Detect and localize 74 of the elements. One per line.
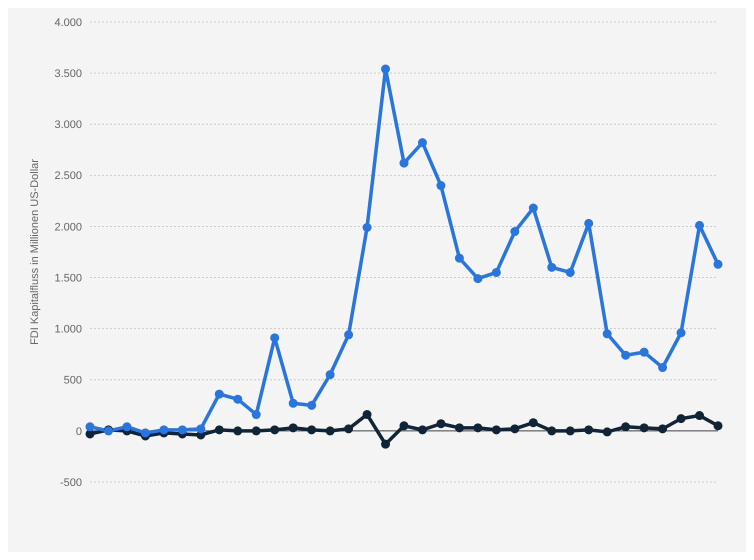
point: [344, 330, 354, 340]
point: [288, 423, 298, 432]
point: [418, 138, 427, 148]
point: [214, 390, 224, 399]
point: [640, 423, 649, 432]
point: [695, 411, 704, 420]
point: [307, 425, 316, 434]
y-tick-label: 2.500: [54, 170, 82, 182]
y-tick-label: 0: [76, 426, 82, 438]
y-tick-label: 500: [64, 374, 82, 387]
point: [196, 424, 206, 434]
point: [566, 268, 575, 277]
y-axis-title: FDI Kapitalfluss in Millionen US-Dollar: [28, 158, 41, 345]
point: [621, 422, 630, 432]
y-tick-label: 1.500: [54, 272, 82, 284]
point: [454, 254, 464, 263]
point: [159, 425, 168, 434]
point: [584, 425, 594, 434]
point: [400, 421, 408, 430]
point: [528, 418, 538, 428]
point: [362, 222, 372, 232]
point: [676, 328, 686, 338]
point: [436, 419, 446, 428]
point: [326, 426, 335, 436]
point: [547, 426, 556, 436]
point: [326, 370, 335, 380]
point: [381, 440, 390, 449]
point: [418, 425, 427, 434]
point: [400, 158, 408, 168]
point: [270, 425, 280, 434]
point: [288, 398, 298, 408]
point: [658, 363, 668, 372]
point: [621, 350, 630, 360]
y-tick-label: 3.500: [54, 68, 82, 80]
point: [233, 394, 242, 404]
point: [528, 204, 538, 213]
point: [86, 422, 94, 432]
point: [584, 218, 594, 228]
point: [492, 425, 501, 434]
point: [344, 424, 354, 434]
point: [473, 274, 482, 284]
point: [307, 400, 316, 410]
point: [122, 422, 132, 432]
point: [566, 426, 575, 436]
y-tick-label: 3.000: [54, 119, 82, 132]
point: [602, 329, 612, 338]
point: [602, 427, 612, 436]
point: [86, 429, 94, 438]
point: [178, 425, 187, 434]
point: [473, 423, 482, 432]
point: [140, 428, 150, 438]
point: [252, 410, 261, 420]
point: [454, 423, 464, 432]
point: [714, 260, 722, 269]
point: [510, 424, 520, 434]
point: [214, 425, 224, 434]
point: [436, 181, 446, 190]
point: [381, 64, 390, 74]
point: [492, 268, 501, 277]
point: [547, 262, 556, 272]
point: [658, 424, 668, 434]
point: [640, 348, 649, 357]
point: [270, 333, 280, 342]
y-tick-label: 1.000: [54, 324, 82, 336]
y-tick-label: 4.000: [54, 16, 82, 29]
point: [676, 414, 686, 424]
y-tick-label: 2.000: [54, 221, 82, 234]
point: [362, 410, 372, 420]
point: [510, 227, 520, 236]
point: [695, 220, 704, 230]
point: [233, 426, 242, 436]
point: [714, 421, 722, 430]
point: [252, 426, 261, 436]
y-tick-label: -500: [60, 476, 82, 489]
